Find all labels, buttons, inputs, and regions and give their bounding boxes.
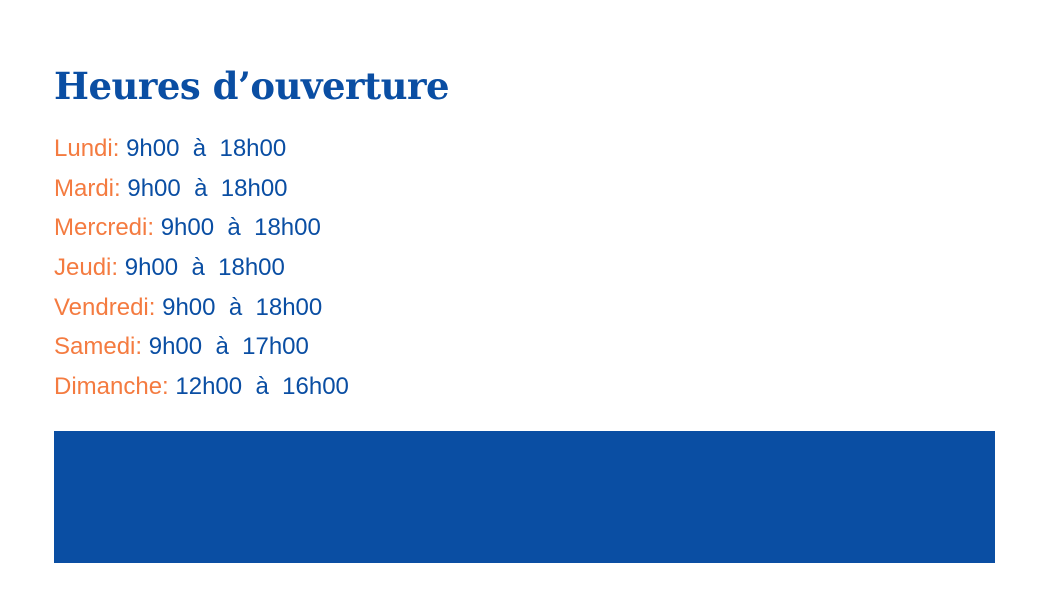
day-label: Samedi:: [54, 333, 143, 361]
hours-row-saturday: Samedi: 9h00 à 17h00: [54, 331, 349, 371]
hours-row-monday: Lundi: 9h00 à 18h00: [54, 133, 349, 173]
day-label: Vendredi:: [54, 293, 156, 321]
time-range: 9h00 à 18h00: [124, 254, 285, 282]
time-range: 9h00 à 18h00: [160, 214, 321, 242]
time-range: 9h00 à 17h00: [148, 333, 309, 361]
time-range: 12h00 à 16h00: [175, 373, 349, 401]
time-range: 9h00 à 18h00: [127, 174, 288, 202]
day-label: Dimanche:: [54, 373, 169, 401]
day-label: Lundi:: [54, 135, 120, 162]
hours-row-thursday: Jeudi: 9h00 à 18h00: [54, 252, 349, 292]
hours-row-friday: Vendredi: 9h00 à 18h00: [54, 292, 349, 332]
hours-row-tuesday: Mardi: 9h00 à 18h00: [54, 173, 349, 213]
day-label: Mardi:: [54, 174, 121, 202]
hours-row-sunday: Dimanche: 12h00 à 16h00: [54, 371, 349, 411]
hours-row-wednesday: Mercredi: 9h00 à 18h00: [54, 212, 349, 252]
time-range: 9h00 à 18h00: [126, 135, 287, 162]
day-label: Jeudi:: [54, 254, 119, 282]
blue-banner: [54, 431, 995, 563]
page-title: Heures d’ouverture: [54, 64, 450, 108]
time-range: 9h00 à 18h00: [162, 293, 323, 321]
opening-hours-list: Lundi: 9h00 à 18h00 Mardi: 9h00 à 18h00 …: [54, 133, 349, 411]
day-label: Mercredi:: [54, 214, 155, 242]
